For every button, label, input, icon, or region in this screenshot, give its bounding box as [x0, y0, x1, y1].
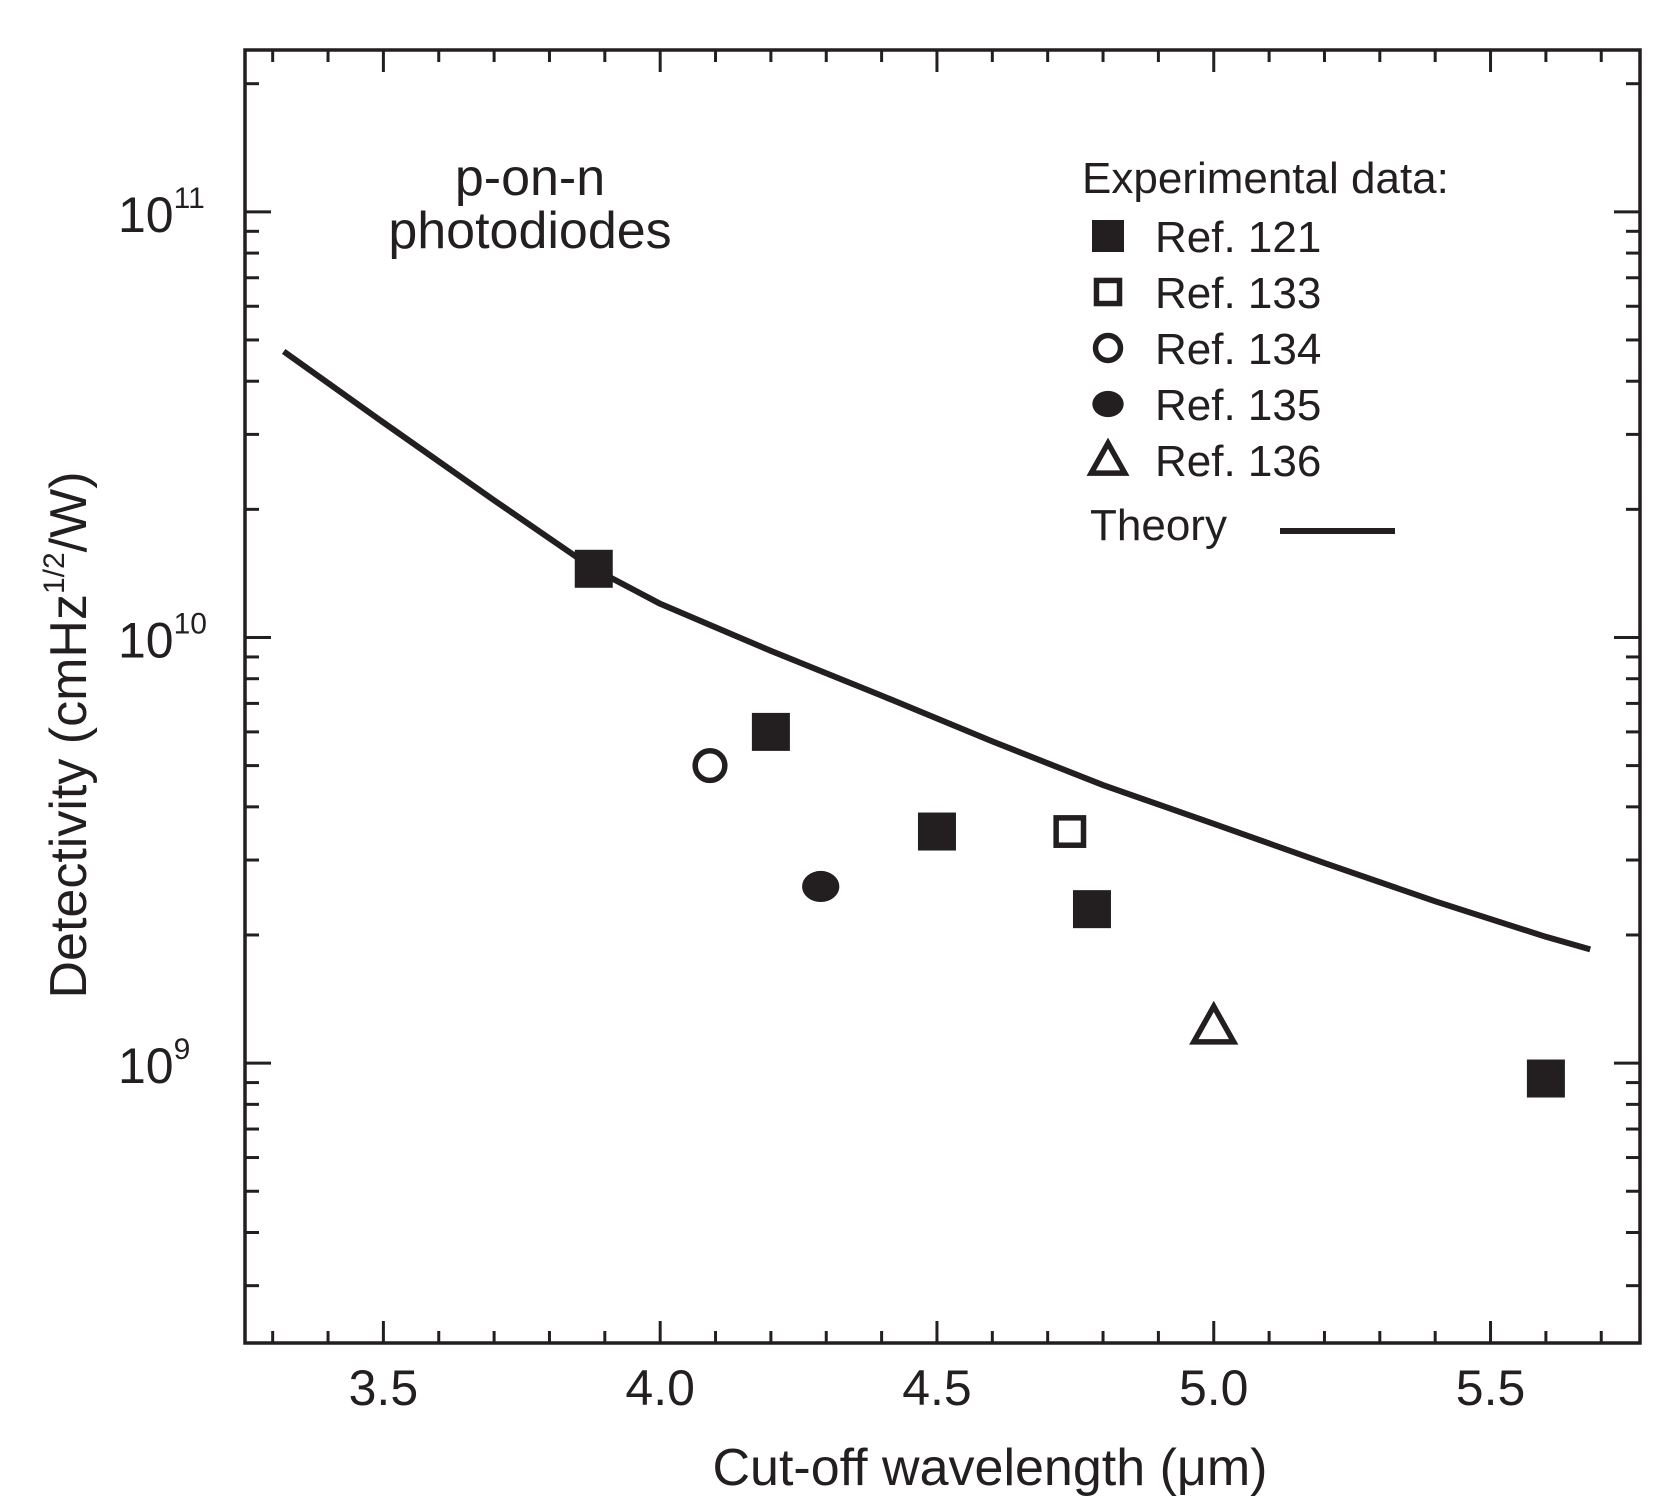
y-tick-label-exponent: 10	[174, 607, 207, 640]
data-point-open-triangle	[1189, 1000, 1239, 1045]
x-tick-label: 5.0	[1179, 1360, 1249, 1416]
y-tick-label: 1011	[118, 182, 205, 243]
x-tick-label: 3.5	[349, 1360, 419, 1416]
y-tick-label-exponent: 11	[174, 182, 205, 215]
legend-entry-label: Ref. 134	[1155, 325, 1321, 374]
legend-entry-label: Ref. 135	[1155, 381, 1321, 430]
y-tick-label-exponent: 9	[174, 1033, 191, 1066]
data-point-filled-square	[751, 712, 790, 751]
annotation-line-1: p-on-n	[455, 149, 605, 207]
theory-layer	[281, 348, 1592, 953]
legend-entry-label: Ref. 121	[1155, 213, 1321, 262]
x-tick-label: 5.5	[1456, 1360, 1526, 1416]
legend-marker-open-circle	[1092, 332, 1124, 364]
axis-ticks	[245, 50, 1640, 1343]
legend-marker-open-triangle	[1086, 437, 1130, 476]
plot-frame	[243, 48, 1642, 1345]
y-axis-label-sup: 1/2	[38, 552, 71, 594]
x-tick-label: 4.5	[902, 1360, 972, 1416]
x-tick-label: 4.0	[625, 1360, 695, 1416]
legend-entry-label: Ref. 133	[1155, 269, 1321, 318]
annotation-line-2: photodiodes	[388, 202, 671, 260]
data-point-filled-square	[1072, 890, 1111, 929]
legend-entries: Ref. 121 Ref. 133 Ref. 134 Ref. 135 Ref. 136	[1086, 213, 1321, 486]
legend-entry-label: Ref. 136	[1155, 437, 1321, 486]
data-points-layer	[574, 549, 1565, 1098]
y-axis-label-main: Detectivity (cmHz	[40, 594, 98, 998]
data-point-open-circle	[692, 748, 728, 784]
theory-curve	[281, 348, 1592, 953]
data-point-filled-square	[574, 549, 613, 588]
legend-title: Experimental data:	[1082, 154, 1449, 203]
legend-theory-label: Theory	[1090, 501, 1227, 550]
y-tick-label: 109	[118, 1033, 190, 1094]
y-tick-label-base: 10	[118, 1038, 174, 1094]
y-tick-label: 1010	[118, 607, 207, 668]
legend-marker-filled-circle	[1092, 390, 1124, 418]
y-axis-label: Detectivity (cmHz1/2/W)	[38, 471, 98, 998]
y-tick-label-base: 10	[118, 187, 174, 243]
x-axis-label: Cut-off wavelength (μm)	[713, 1439, 1268, 1497]
legend-marker-open-square	[1093, 277, 1123, 307]
legend-marker-filled-square	[1092, 220, 1124, 252]
data-point-filled-square	[1526, 1059, 1565, 1098]
y-tick-label-base: 10	[118, 612, 174, 668]
y-axis-label-end: /W)	[40, 471, 98, 552]
data-point-filled-square	[917, 812, 956, 851]
data-point-filled-circle	[802, 870, 840, 903]
data-point-open-square	[1053, 815, 1087, 848]
